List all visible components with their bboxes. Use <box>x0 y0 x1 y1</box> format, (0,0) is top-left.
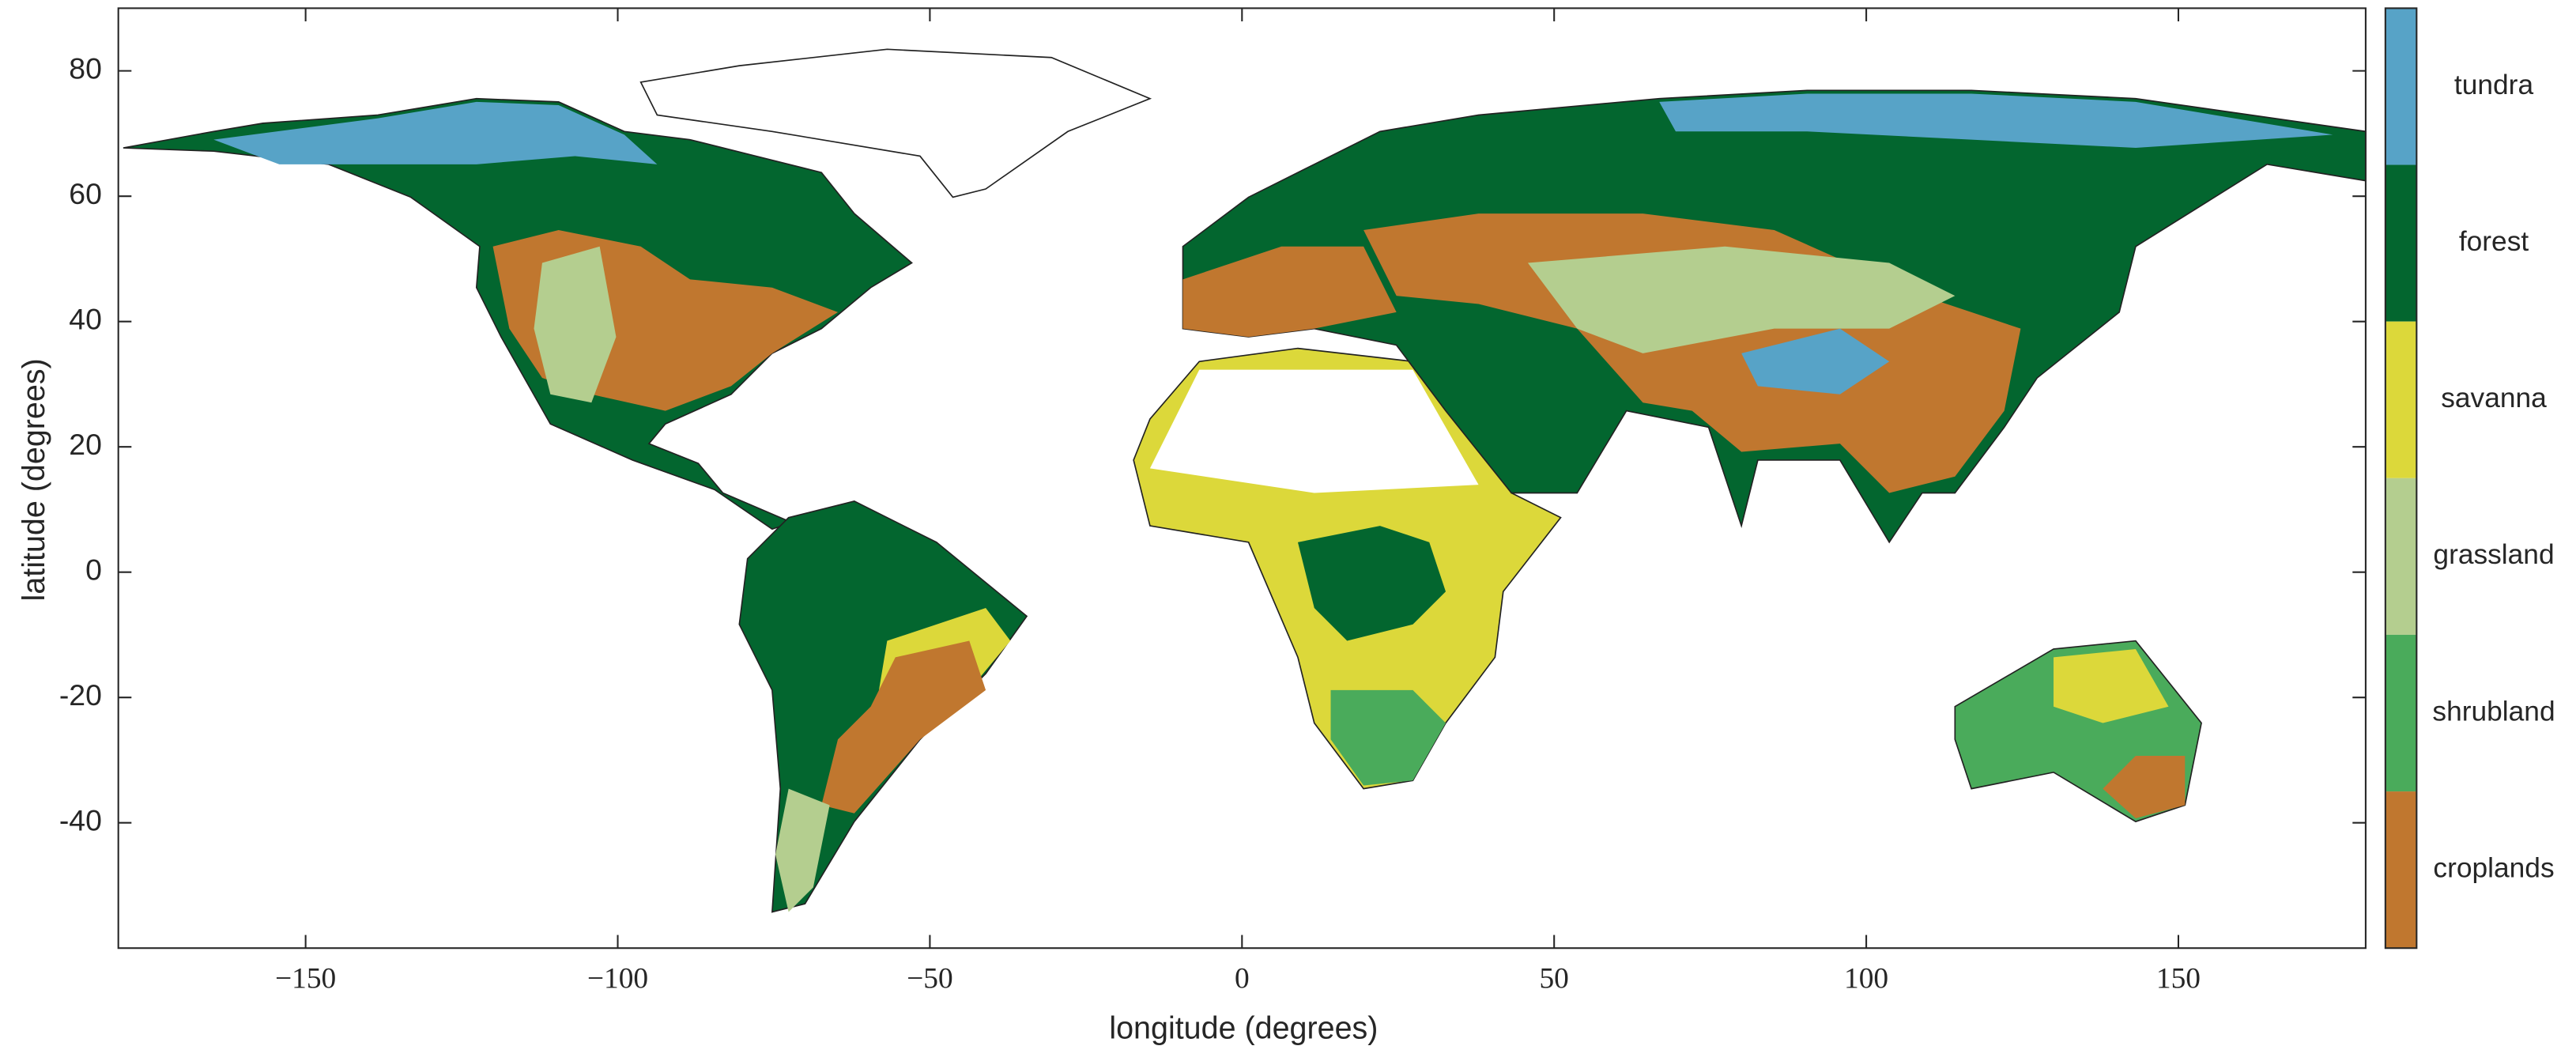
x-tick-label: −100 <box>587 962 648 995</box>
colorbar-swatch <box>2385 321 2417 478</box>
y-tick-label: 0 <box>85 553 102 587</box>
europe-croplands <box>1182 246 1397 338</box>
eurasia-tundra <box>1659 93 2333 149</box>
y-tick-label: 60 <box>69 177 102 210</box>
tibet-tundra <box>1741 328 1890 395</box>
colorbar-frame <box>2384 7 2418 950</box>
australia-savanna <box>2054 648 2169 723</box>
na-grassland <box>534 246 617 403</box>
colorbar-label: croplands <box>2433 852 2554 883</box>
x-tick-label: 0 <box>1235 962 1250 995</box>
colorbar-label: shrubland <box>2432 696 2555 727</box>
x-tick-label: −150 <box>275 962 336 995</box>
sahara <box>1149 369 1479 493</box>
africa-forest <box>1297 526 1446 641</box>
y-tick-label: -40 <box>59 804 102 837</box>
x-axis-label: longitude (degrees) <box>1109 1011 1378 1046</box>
sa-croplands <box>821 640 986 814</box>
y-tick-label: 20 <box>69 428 102 461</box>
colorbar-swatch <box>2385 8 2417 165</box>
colorbar-label: tundra <box>2454 70 2534 100</box>
land-masses <box>123 48 2367 913</box>
colorbar-label: forest <box>2459 226 2529 257</box>
x-tick-label: −50 <box>907 962 953 995</box>
colorbar-label: savanna <box>2441 383 2547 413</box>
africa-shrubland <box>1330 689 1446 786</box>
australia-croplands <box>2103 756 2186 819</box>
y-tick-label: 80 <box>69 52 102 85</box>
greenland <box>639 48 1152 198</box>
x-tick-label: 100 <box>1844 962 1888 995</box>
sa-grassland <box>775 788 830 912</box>
eurasia-grassland <box>1527 246 1956 353</box>
y-tick-label: 40 <box>69 303 102 336</box>
colorbar-swatch <box>2385 791 2417 949</box>
y-axis-label: latitude (degrees) <box>17 358 51 601</box>
y-tick-label: -20 <box>59 678 102 712</box>
x-tick-label: 50 <box>1539 962 1568 995</box>
na-tundra <box>213 101 658 164</box>
colorbar-swatch <box>2385 478 2417 635</box>
x-tick-label: 150 <box>2156 962 2201 995</box>
colorbar-label: grassland <box>2433 539 2554 570</box>
colorbar-swatch <box>2385 164 2417 322</box>
colorbar-swatch <box>2385 634 2417 792</box>
